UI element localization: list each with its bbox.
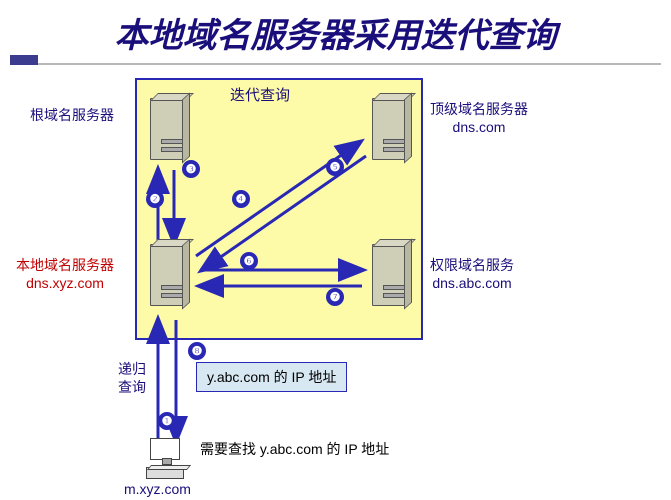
client-name-label: m.xyz.com xyxy=(124,480,191,498)
label-local-l1: 本地域名服务器 xyxy=(16,257,114,273)
label-root: 根域名服务器 xyxy=(30,106,114,124)
server-local xyxy=(144,234,190,312)
server-root xyxy=(144,88,190,166)
label-tld-l1: 顶级域名服务器 xyxy=(430,101,528,117)
client-pc xyxy=(140,438,190,480)
page-title: 本地域名服务器采用迭代查询 xyxy=(10,8,661,57)
server-tld xyxy=(366,88,412,166)
label-tld: 顶级域名服务器 dns.com xyxy=(430,100,528,136)
label-local: 本地域名服务器 dns.xyz.com xyxy=(16,256,114,292)
step-7: ❼ xyxy=(326,288,344,306)
label-auth-l2: dns.abc.com xyxy=(432,275,511,291)
label-local-l2: dns.xyz.com xyxy=(26,275,104,291)
step-6: ❻ xyxy=(240,252,258,270)
diagram-canvas: 迭代查询 根域名服务器 顶级域名服务器 dns.com xyxy=(0,60,671,500)
recursive-label: 递归 查询 xyxy=(118,360,146,396)
client-query-label: 需要查找 y.abc.com 的 IP 地址 xyxy=(200,440,389,458)
label-tld-l2: dns.com xyxy=(453,119,506,135)
step-5: ❺ xyxy=(326,158,344,176)
label-auth: 权限域名服务 dns.abc.com xyxy=(430,256,514,292)
ip-result-box: y.abc.com 的 IP 地址 xyxy=(196,362,347,392)
step-4: ❹ xyxy=(232,190,250,208)
step-1: ❶ xyxy=(158,412,176,430)
step-8: ❽ xyxy=(188,342,206,360)
server-auth xyxy=(366,234,412,312)
title-bar: 本地域名服务器采用迭代查询 xyxy=(10,0,661,65)
step-3: ❸ xyxy=(182,160,200,178)
label-auth-l1: 权限域名服务 xyxy=(430,257,514,273)
zone-title: 迭代查询 xyxy=(230,86,290,106)
step-2: ❷ xyxy=(146,190,164,208)
